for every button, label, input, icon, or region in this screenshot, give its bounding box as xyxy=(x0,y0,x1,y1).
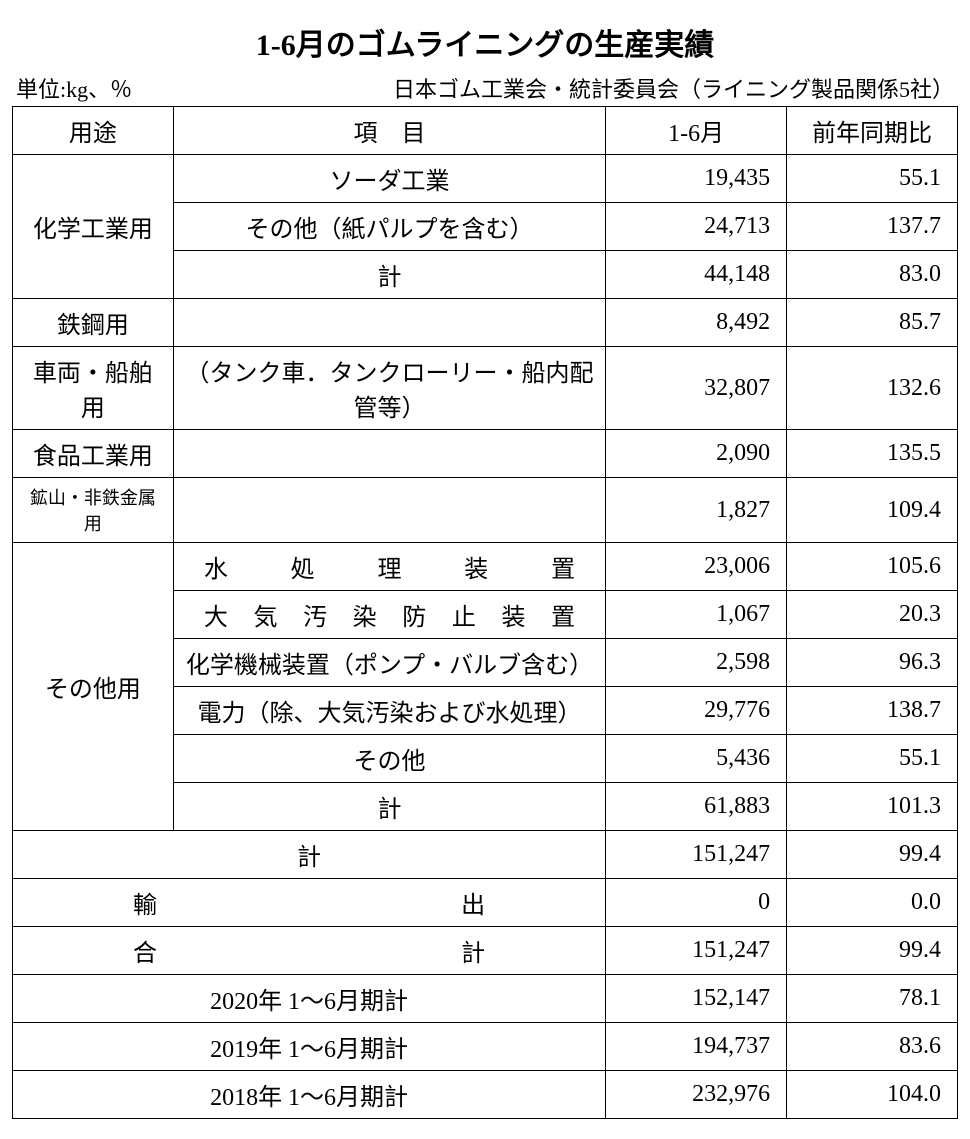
header-item: 項 目 xyxy=(173,107,605,155)
page-title: 1-6月のゴムライニングの生産実績 xyxy=(12,20,958,64)
use-mining: 鉱山・非鉄金属用 xyxy=(13,478,174,543)
item-cell: 大気汚染防止装置 xyxy=(173,591,605,639)
value-cell: 5,436 xyxy=(606,735,787,783)
production-table: 用途 項 目 1-6月 前年同期比 化学工業用 ソーダ工業 19,435 55.… xyxy=(12,106,958,1119)
use-steel: 鉄鋼用 xyxy=(13,299,174,347)
subtitle-row: 単位:kg、％ 日本ゴム工業会・統計委員会（ライニング製品関係5社） xyxy=(12,72,958,104)
value-cell: 20.3 xyxy=(787,591,958,639)
value-cell: 96.3 xyxy=(787,639,958,687)
value-cell: 8,492 xyxy=(606,299,787,347)
item-cell: その他（紙パルプを含む） xyxy=(173,203,605,251)
value-cell: 138.7 xyxy=(787,687,958,735)
value-cell: 99.4 xyxy=(787,831,958,879)
table-row: 2019年 1～6月期計 194,737 83.6 xyxy=(13,1023,958,1071)
value-cell: 55.1 xyxy=(787,735,958,783)
item-cell: 電力（除、大気汚染および水処理） xyxy=(173,687,605,735)
table-row: 車両・船舶用 （タンク車．タンクローリー・船内配管等） 32,807 132.6 xyxy=(13,347,958,430)
table-row: 輸出 0 0.0 xyxy=(13,879,958,927)
value-cell: 55.1 xyxy=(787,155,958,203)
value-cell: 2,090 xyxy=(606,430,787,478)
total-label: 合計 xyxy=(13,927,606,975)
value-cell: 61,883 xyxy=(606,783,787,831)
value-cell: 151,247 xyxy=(606,927,787,975)
value-cell: 85.7 xyxy=(787,299,958,347)
item-cell: （タンク車．タンクローリー・船内配管等） xyxy=(173,347,605,430)
item-cell: 水処理装置 xyxy=(173,543,605,591)
value-cell: 44,148 xyxy=(606,251,787,299)
total-label: 2018年 1～6月期計 xyxy=(13,1071,606,1119)
item-cell xyxy=(173,478,605,543)
value-cell: 24,713 xyxy=(606,203,787,251)
value-cell: 2,598 xyxy=(606,639,787,687)
value-cell: 83.6 xyxy=(787,1023,958,1071)
header-yoy: 前年同期比 xyxy=(787,107,958,155)
use-other: その他用 xyxy=(13,543,174,831)
value-cell: 194,737 xyxy=(606,1023,787,1071)
table-row: その他用 水処理装置 23,006 105.6 xyxy=(13,543,958,591)
table-row: 化学工業用 ソーダ工業 19,435 55.1 xyxy=(13,155,958,203)
value-cell: 83.0 xyxy=(787,251,958,299)
item-cell: 計 xyxy=(173,251,605,299)
item-cell: 計 xyxy=(173,783,605,831)
value-cell: 137.7 xyxy=(787,203,958,251)
table-row: 鉄鋼用 8,492 85.7 xyxy=(13,299,958,347)
table-row: 2020年 1～6月期計 152,147 78.1 xyxy=(13,975,958,1023)
use-food: 食品工業用 xyxy=(13,430,174,478)
value-cell: 152,147 xyxy=(606,975,787,1023)
source-label: 日本ゴム工業会・統計委員会（ライニング製品関係5社） xyxy=(393,72,954,104)
total-label: 計 xyxy=(13,831,606,879)
table-row: 2018年 1～6月期計 232,976 104.0 xyxy=(13,1071,958,1119)
header-period: 1-6月 xyxy=(606,107,787,155)
header-use: 用途 xyxy=(13,107,174,155)
value-cell: 0 xyxy=(606,879,787,927)
value-cell: 151,247 xyxy=(606,831,787,879)
value-cell: 23,006 xyxy=(606,543,787,591)
item-cell: ソーダ工業 xyxy=(173,155,605,203)
value-cell: 1,067 xyxy=(606,591,787,639)
item-cell xyxy=(173,430,605,478)
value-cell: 135.5 xyxy=(787,430,958,478)
unit-label: 単位:kg、％ xyxy=(16,72,132,104)
item-cell: その他 xyxy=(173,735,605,783)
value-cell: 99.4 xyxy=(787,927,958,975)
use-chemical: 化学工業用 xyxy=(13,155,174,299)
table-row: 計 151,247 99.4 xyxy=(13,831,958,879)
total-label: 2020年 1～6月期計 xyxy=(13,975,606,1023)
value-cell: 32,807 xyxy=(606,347,787,430)
value-cell: 78.1 xyxy=(787,975,958,1023)
table-header-row: 用途 項 目 1-6月 前年同期比 xyxy=(13,107,958,155)
value-cell: 29,776 xyxy=(606,687,787,735)
total-label: 2019年 1～6月期計 xyxy=(13,1023,606,1071)
table-row: 鉱山・非鉄金属用 1,827 109.4 xyxy=(13,478,958,543)
value-cell: 104.0 xyxy=(787,1071,958,1119)
value-cell: 19,435 xyxy=(606,155,787,203)
value-cell: 132.6 xyxy=(787,347,958,430)
value-cell: 109.4 xyxy=(787,478,958,543)
total-label: 輸出 xyxy=(13,879,606,927)
table-row: 合計 151,247 99.4 xyxy=(13,927,958,975)
item-cell xyxy=(173,299,605,347)
item-cell: 化学機械装置（ポンプ・バルブ含む） xyxy=(173,639,605,687)
value-cell: 101.3 xyxy=(787,783,958,831)
value-cell: 232,976 xyxy=(606,1071,787,1119)
table-row: 食品工業用 2,090 135.5 xyxy=(13,430,958,478)
value-cell: 0.0 xyxy=(787,879,958,927)
value-cell: 105.6 xyxy=(787,543,958,591)
value-cell: 1,827 xyxy=(606,478,787,543)
use-vehicle: 車両・船舶用 xyxy=(13,347,174,430)
